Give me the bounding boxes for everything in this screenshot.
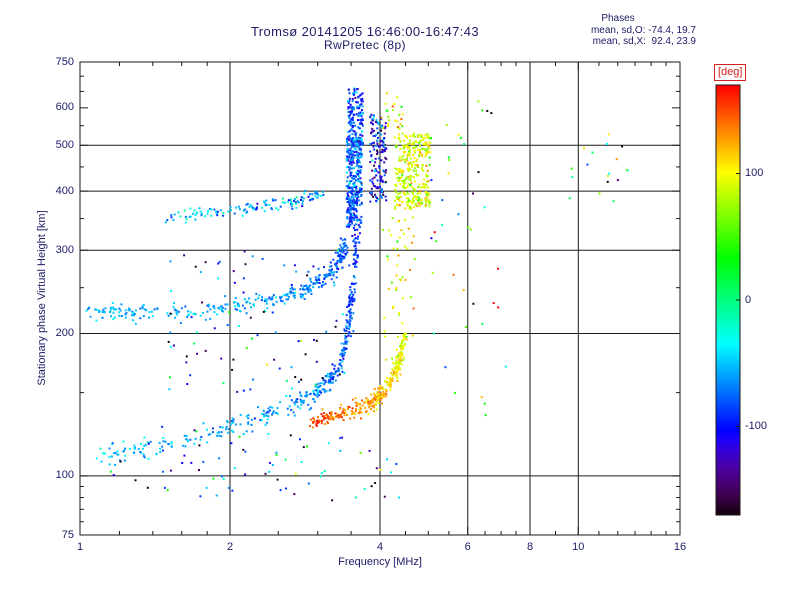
y-tick-label: 600 xyxy=(55,101,74,114)
x-tick-label: 4 xyxy=(376,541,384,553)
x-tick-label: 2 xyxy=(226,541,234,553)
phases-annotation: Phases mean, sd,O: -74.4, 19.7 mean, sd,… xyxy=(540,13,696,48)
x-tick-label: 6 xyxy=(464,541,471,553)
y-tick-label: 500 xyxy=(55,138,74,151)
x-tick-label: 16 xyxy=(673,541,687,553)
y-tick-label: 200 xyxy=(55,327,74,340)
x-tick-label: 1 xyxy=(76,541,84,553)
y-tick-label: 100 xyxy=(55,469,74,482)
colorbar-tick-label: 0 xyxy=(745,293,752,306)
phases-mean-o: mean, sd,O: -74.4, 19.7 xyxy=(590,24,696,36)
x-axis-label: Frequency [MHz] xyxy=(338,556,422,568)
x-tick-label: 8 xyxy=(526,541,534,553)
y-tick-label: 400 xyxy=(55,184,74,197)
colorbar-tick-label: 100 xyxy=(745,167,764,180)
x-tick-label: 10 xyxy=(572,541,585,553)
chart-title: Tromsø 20141205 16:46:00-16:47:43 xyxy=(250,24,480,39)
chart-subtitle: RwPretec (8p) xyxy=(324,38,406,52)
phases-heading: Phases xyxy=(601,13,635,24)
colorbar-unit-label: [deg] xyxy=(714,64,747,81)
scatter-points xyxy=(85,87,629,502)
y-axis-label: Stationary phase Virtual Height [km] xyxy=(36,210,48,386)
y-tick-label: 300 xyxy=(55,243,74,256)
y-tick-label: 750 xyxy=(55,55,74,68)
y-tick-label: 75 xyxy=(61,528,74,541)
phases-mean-x: mean, sd,X: 92.4, 23.9 xyxy=(592,36,696,47)
colorbar-tick-label: -100 xyxy=(745,419,768,432)
